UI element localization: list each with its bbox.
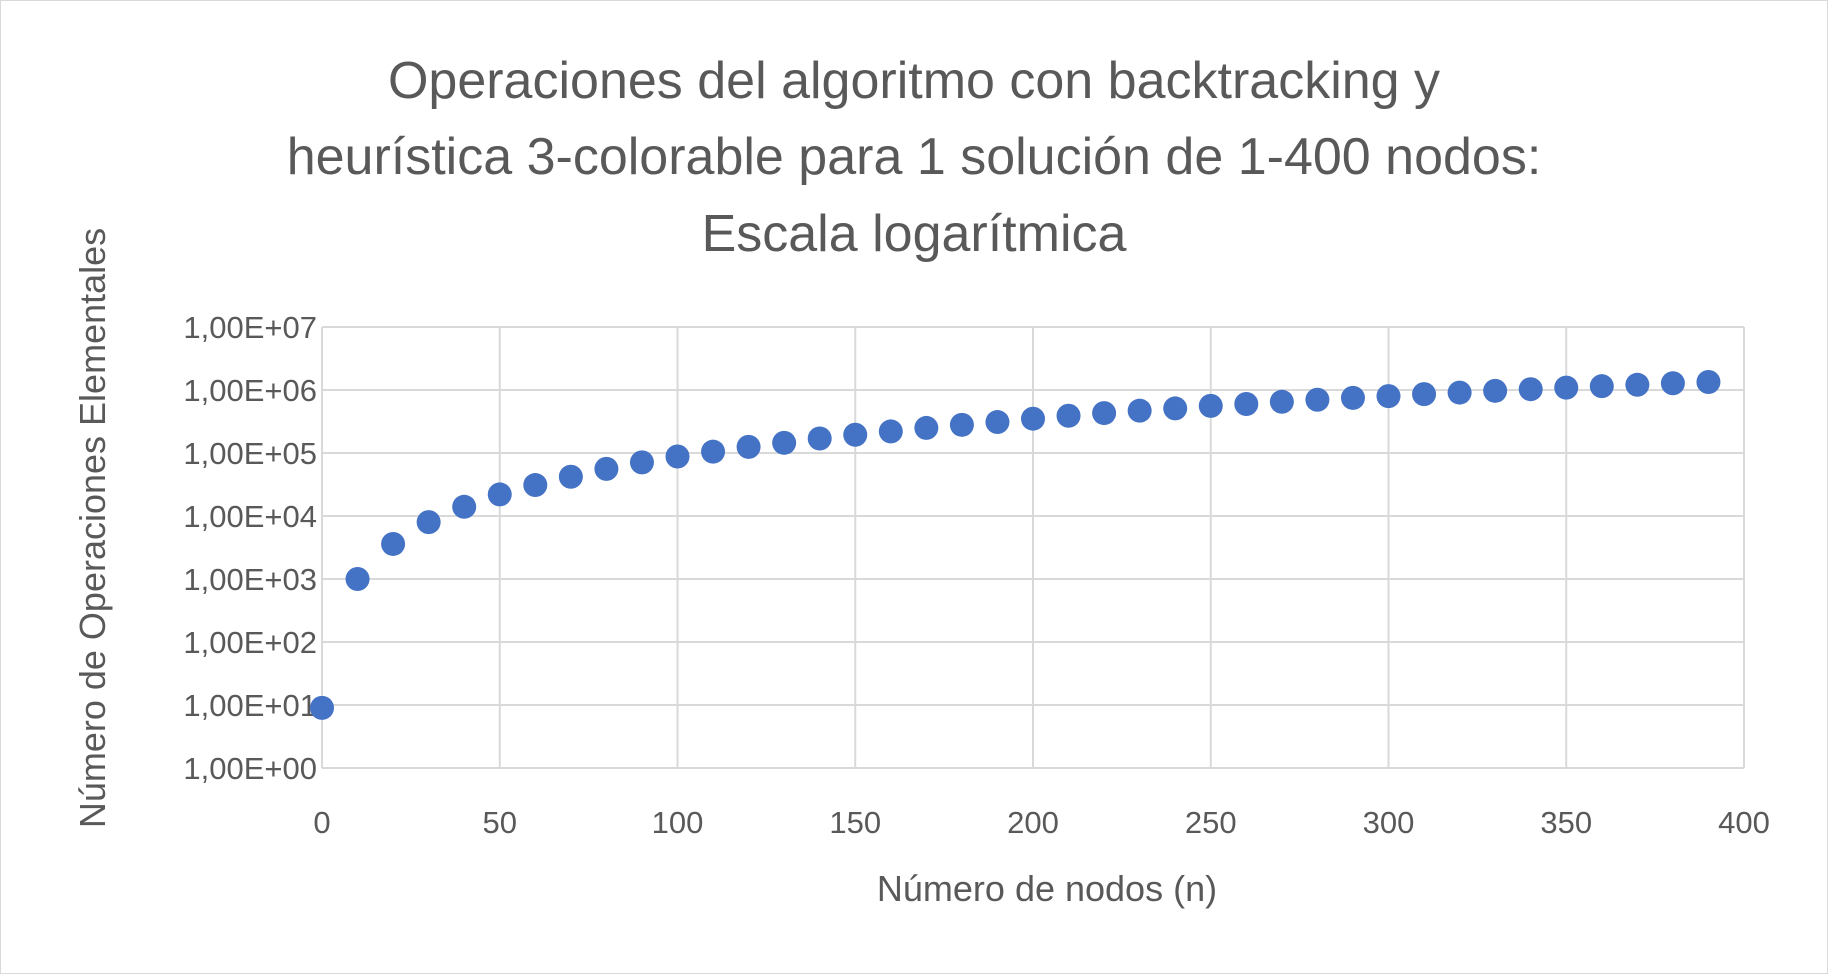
grid-lines <box>321 326 1745 769</box>
data-point <box>345 567 370 591</box>
data-point <box>1696 369 1721 394</box>
y-tick-label: 1,00E+05 <box>183 436 317 471</box>
data-point <box>523 473 548 498</box>
data-point <box>1340 385 1365 410</box>
data-point <box>1518 377 1543 402</box>
y-tick-label: 1,00E+06 <box>183 373 317 408</box>
x-axis-title: Número de nodos (n) <box>877 868 1217 909</box>
data-point <box>1021 406 1045 431</box>
data-point <box>665 444 690 469</box>
data-point <box>1234 391 1259 416</box>
y-axis-title: Número de Operaciones Elementales <box>72 228 113 828</box>
data-point <box>629 450 654 475</box>
x-tick-label: 400 <box>1718 805 1770 840</box>
data-point <box>1412 382 1437 407</box>
data-point <box>416 510 441 535</box>
data-point <box>1305 387 1330 412</box>
data-point <box>1127 398 1152 423</box>
x-tick-label: 100 <box>652 805 704 840</box>
data-point <box>736 434 761 459</box>
data-point <box>1625 372 1650 397</box>
y-tick-label: 1,00E+02 <box>183 625 317 660</box>
data-point <box>701 439 726 464</box>
data-point <box>1660 371 1685 396</box>
x-tick-label: 150 <box>829 805 881 840</box>
data-series <box>310 369 1721 720</box>
data-point <box>381 531 406 556</box>
data-point <box>487 482 512 507</box>
y-tick-label: 1,00E+00 <box>183 751 317 786</box>
data-point <box>843 422 868 447</box>
x-tick-label: 300 <box>1363 805 1415 840</box>
y-tick-label: 1,00E+04 <box>183 499 317 534</box>
x-tick-label: 50 <box>483 805 517 840</box>
chart-title: Operaciones del algoritmo con backtracki… <box>287 52 1542 263</box>
y-tick-label: 1,00E+01 <box>183 688 317 723</box>
data-point <box>807 426 832 451</box>
x-tick-label: 0 <box>313 805 330 840</box>
chart-title-line-1: Operaciones del algoritmo con backtracki… <box>388 52 1440 110</box>
data-point <box>1163 396 1188 421</box>
y-tick-label: 1,00E+03 <box>183 562 317 597</box>
data-point <box>558 464 583 489</box>
x-axis-ticks: 0 50 100 150 200 250 300 350 400 <box>313 805 1769 840</box>
data-point <box>1554 375 1579 400</box>
data-point <box>1269 389 1294 414</box>
data-point <box>985 410 1010 435</box>
data-point <box>1092 401 1117 426</box>
x-tick-label: 200 <box>1007 805 1059 840</box>
x-tick-label: 350 <box>1540 805 1592 840</box>
data-point <box>1589 374 1614 399</box>
data-point <box>914 415 939 440</box>
data-point <box>878 419 903 444</box>
data-point <box>1198 393 1223 418</box>
data-point <box>1056 403 1081 428</box>
chart-title-line-3: Escala logarítmica <box>702 205 1127 263</box>
y-tick-label: 1,00E+07 <box>183 310 317 345</box>
y-axis-ticks: 1,00E+00 1,00E+01 1,00E+02 1,00E+03 1,00E+04… <box>183 310 317 786</box>
x-tick-label: 250 <box>1185 805 1237 840</box>
data-point <box>1447 380 1472 405</box>
data-point <box>772 430 797 455</box>
data-point <box>949 412 974 437</box>
data-point <box>1376 384 1401 409</box>
data-point <box>1483 378 1508 403</box>
chart-title-line-2: heurística 3-colorable para 1 solución d… <box>287 128 1542 186</box>
data-point <box>594 456 619 481</box>
data-point <box>452 494 477 519</box>
data-point <box>310 695 334 720</box>
